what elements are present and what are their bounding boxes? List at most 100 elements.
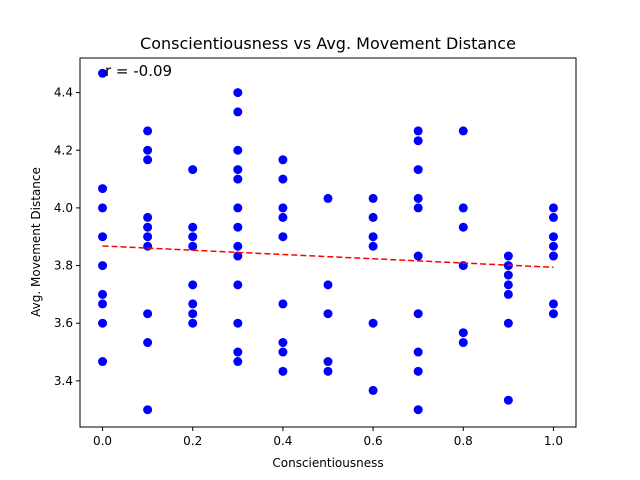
data-point [143, 145, 153, 155]
data-point [98, 203, 108, 213]
data-point [98, 299, 108, 309]
data-point [188, 241, 198, 251]
data-point [278, 347, 288, 357]
data-point [188, 165, 198, 175]
data-point [188, 232, 198, 242]
data-point [98, 184, 108, 194]
data-point [323, 357, 333, 367]
x-tick-label: 0.8 [454, 434, 473, 448]
y-tick-label: 4.2 [54, 143, 73, 157]
y-tick-label: 4.4 [54, 86, 73, 100]
chart-title: Conscientiousness vs Avg. Movement Dista… [140, 34, 516, 53]
data-point [233, 107, 243, 117]
data-point [368, 232, 378, 242]
data-point [503, 251, 513, 261]
x-tick-label: 0.0 [93, 434, 112, 448]
data-point [233, 203, 243, 213]
data-point [98, 261, 108, 271]
x-tick-label: 0.4 [273, 434, 292, 448]
data-point [188, 280, 198, 290]
data-point [278, 155, 288, 165]
data-point [233, 280, 243, 290]
data-point [188, 318, 198, 328]
data-point [413, 165, 423, 175]
data-point [233, 347, 243, 357]
data-point [323, 193, 333, 203]
data-point [413, 193, 423, 203]
data-point [143, 232, 153, 242]
data-point [143, 212, 153, 222]
data-point [548, 299, 558, 309]
data-point [98, 289, 108, 299]
data-point [188, 309, 198, 319]
data-point [323, 366, 333, 376]
data-point [458, 222, 468, 232]
plot-frame [79, 57, 577, 428]
data-point [368, 241, 378, 251]
data-point [503, 270, 513, 280]
y-tick-label: 3.8 [54, 259, 73, 273]
data-point [233, 222, 243, 232]
y-tick-label: 3.4 [54, 374, 73, 388]
data-point [503, 289, 513, 299]
data-point [368, 318, 378, 328]
data-point [143, 405, 153, 415]
data-point [413, 366, 423, 376]
data-point [458, 338, 468, 348]
data-point [143, 241, 153, 251]
data-point [413, 347, 423, 357]
data-point [368, 193, 378, 203]
data-point [143, 222, 153, 232]
trend-line [102, 245, 554, 269]
data-point [278, 203, 288, 213]
data-point [368, 385, 378, 395]
data-point [503, 280, 513, 290]
data-point [278, 232, 288, 242]
data-point [188, 299, 198, 309]
data-points [98, 68, 558, 415]
data-point [413, 126, 423, 136]
data-point [548, 212, 558, 222]
data-point [188, 222, 198, 232]
data-point [233, 251, 243, 261]
data-point [233, 241, 243, 251]
data-point [413, 203, 423, 213]
data-point [413, 251, 423, 261]
data-point [413, 309, 423, 319]
y-tick-label: 3.6 [54, 316, 73, 330]
data-point [278, 338, 288, 348]
data-point [548, 232, 558, 242]
data-point [323, 280, 333, 290]
data-point [233, 88, 243, 98]
data-point [278, 366, 288, 376]
x-axis: 0.0 0.2 0.4 0.6 0.8 1.0 [93, 427, 563, 448]
x-tick-label: 1.0 [544, 434, 563, 448]
data-point [143, 309, 153, 319]
x-tick-label: 0.2 [183, 434, 202, 448]
data-point [548, 241, 558, 251]
data-point [98, 232, 108, 242]
y-axis: 3.4 3.6 3.8 4.0 4.2 4.4 [54, 86, 80, 388]
data-point [143, 126, 153, 136]
data-point [503, 318, 513, 328]
data-point [368, 212, 378, 222]
x-axis-label: Conscientiousness [272, 456, 383, 470]
data-point [458, 126, 468, 136]
data-point [503, 395, 513, 405]
data-point [233, 174, 243, 184]
data-point [233, 357, 243, 367]
y-axis-label: Avg. Movement Distance [29, 167, 43, 317]
data-point [98, 68, 108, 78]
correlation-annotation: r = -0.09 [105, 62, 172, 80]
data-point [233, 165, 243, 175]
data-point [233, 145, 243, 155]
data-point [413, 405, 423, 415]
data-point [278, 299, 288, 309]
data-point [323, 309, 333, 319]
y-tick-label: 4.0 [54, 201, 73, 215]
data-point [278, 212, 288, 222]
data-point [413, 136, 423, 146]
data-point [458, 203, 468, 213]
